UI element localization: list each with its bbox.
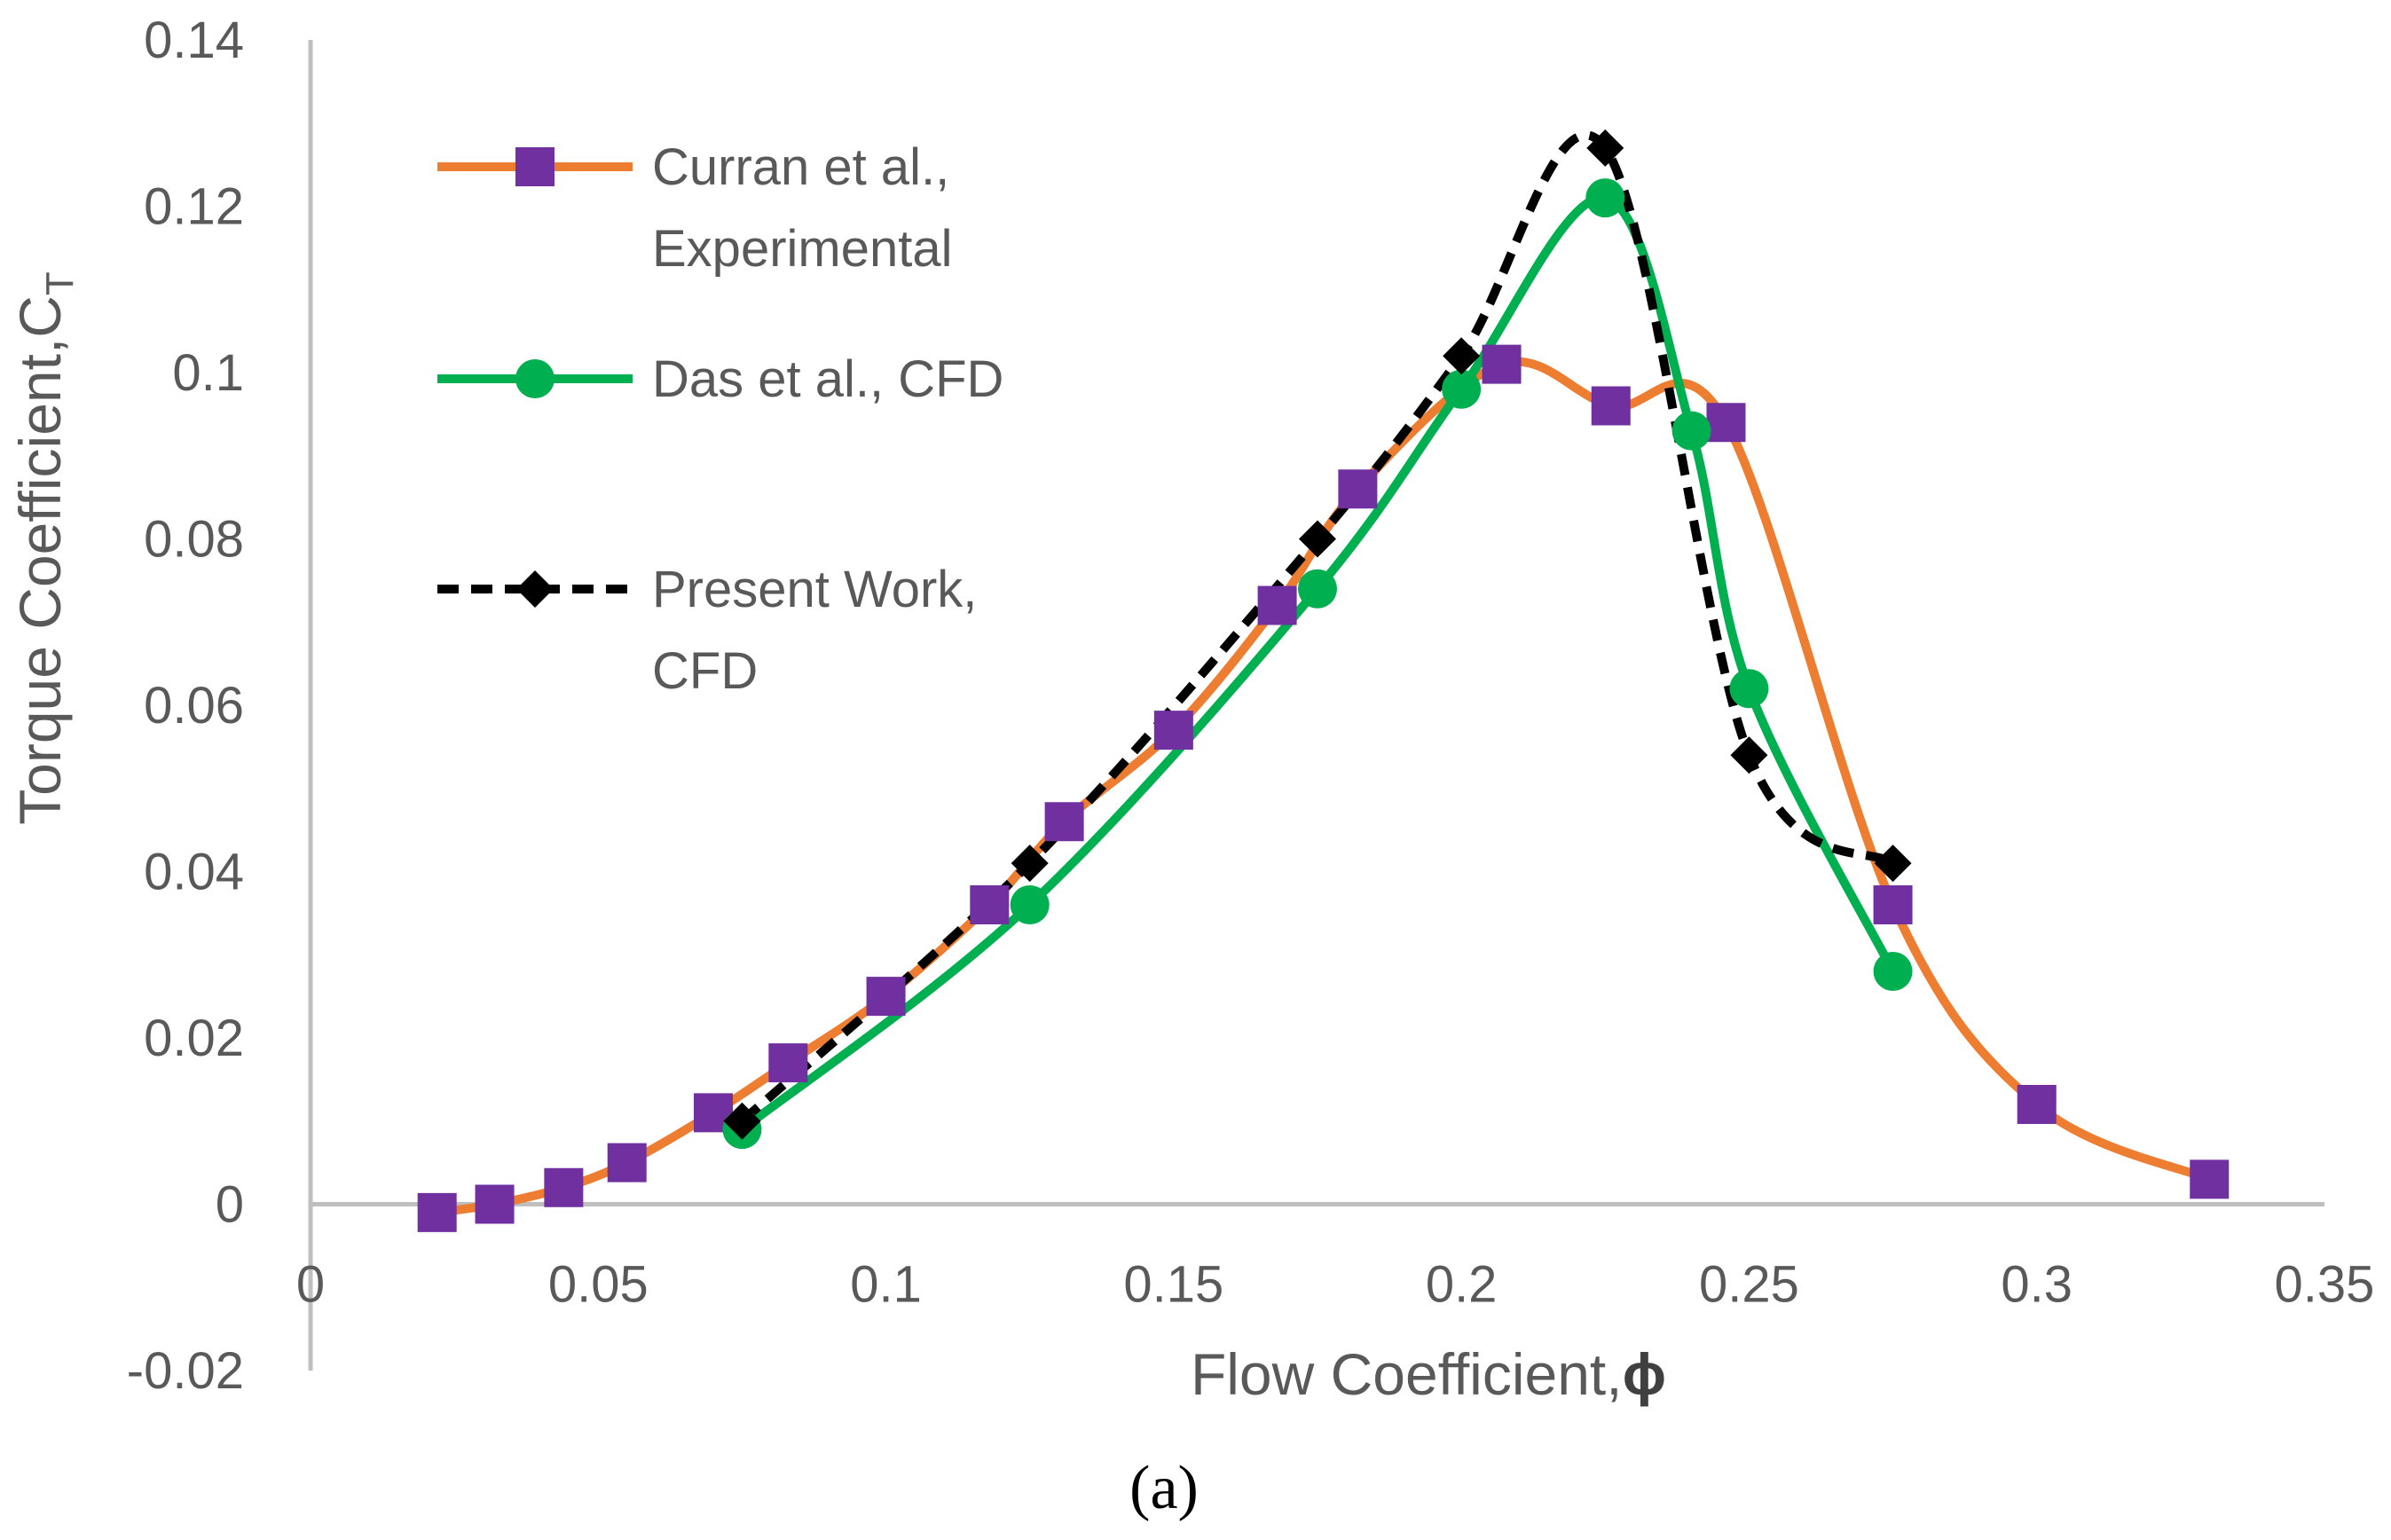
data-point-0 [607,1143,647,1182]
legend-label: Das et al., CFD [652,350,1003,408]
data-point-1 [1442,369,1482,409]
data-point-1 [1010,885,1050,924]
legend-label: Curran et al., [652,138,949,196]
x-tick-label: 0.35 [2275,1256,2375,1314]
data-point-1 [1298,569,1337,609]
data-point-0 [866,977,906,1017]
data-point-0 [768,1043,808,1083]
x-axis-title-symbol: ϕ [1623,1341,1666,1407]
data-point-0 [1482,344,1522,384]
data-point-1 [1671,411,1711,451]
legend-label: Present Work, [652,561,977,618]
y-axis-title: Torque Coefficient,CT [7,271,82,825]
data-point-0 [1044,802,1084,842]
y-tick-label: 0.06 [144,677,244,735]
data-point-0 [1591,386,1631,426]
y-tick-label: 0.12 [144,178,244,236]
x-tick-labels: 0 0.05 0.1 0.15 0.2 0.25 0.3 0.35 [296,1256,2375,1314]
y-axis-title-text: Torque Coefficient,C [7,295,73,825]
y-tick-label: -0.02 [127,1342,244,1400]
data-point-1 [1585,178,1625,218]
data-point-0 [475,1184,515,1224]
legend-marker-0 [515,147,554,186]
legend-marker-2 [516,570,554,608]
legend-label: CFD [652,642,758,700]
data-point-2 [1730,736,1768,774]
data-point-0 [544,1167,584,1207]
data-point-0 [1153,711,1193,750]
x-tick-label: 0.25 [1699,1256,1799,1314]
data-point-0 [1706,403,1746,443]
legend: Curran et al., Experimental Das et al., CF… [437,138,1003,700]
legend-label: Experimental [652,220,952,278]
x-axis-title: Flow Coefficient,ϕ [1191,1341,1666,1407]
series-markers [417,129,2230,1232]
data-point-0 [1338,469,1378,509]
panel-label: (a) [1129,1454,1199,1522]
y-tick-label: 0.02 [144,1010,244,1067]
y-tick-labels: -0.02 0 0.02 0.04 0.06 0.08 0.1 0.12 0.14 [127,12,244,1400]
data-point-1 [1873,952,1913,991]
data-point-2 [1586,129,1624,167]
data-point-2 [723,1102,761,1140]
x-tick-label: 0.1 [850,1256,922,1314]
y-tick-label: 0.08 [144,511,244,569]
series-line-0 [436,357,2212,1217]
y-tick-label: 0.1 [172,344,244,402]
legend-marker-1 [515,359,554,398]
data-point-0 [1873,885,1913,924]
y-tick-label: 0.04 [144,844,244,901]
x-tick-label: 0.15 [1123,1256,1223,1314]
y-tick-label: 0 [216,1176,244,1234]
y-axis-title-subscript: T [38,271,82,295]
data-point-2 [1443,337,1481,375]
data-point-0 [417,1192,457,1232]
data-point-2 [1011,845,1049,883]
data-point-2 [1874,845,1912,883]
x-tick-label: 0.05 [548,1256,649,1314]
x-axis-title-text: Flow Coefficient, [1191,1341,1623,1407]
data-point-0 [970,885,1010,924]
axes-group [308,40,2324,1371]
x-tick-label: 0.3 [2001,1256,2072,1314]
data-point-2 [1299,520,1336,558]
data-point-0 [1257,585,1297,625]
x-tick-label: 0.2 [1426,1256,1498,1314]
data-point-0 [2017,1085,2057,1124]
data-point-0 [2190,1159,2230,1199]
x-tick-label: 0 [296,1256,325,1314]
y-tick-label: 0.14 [144,12,244,69]
data-point-1 [1729,669,1769,709]
